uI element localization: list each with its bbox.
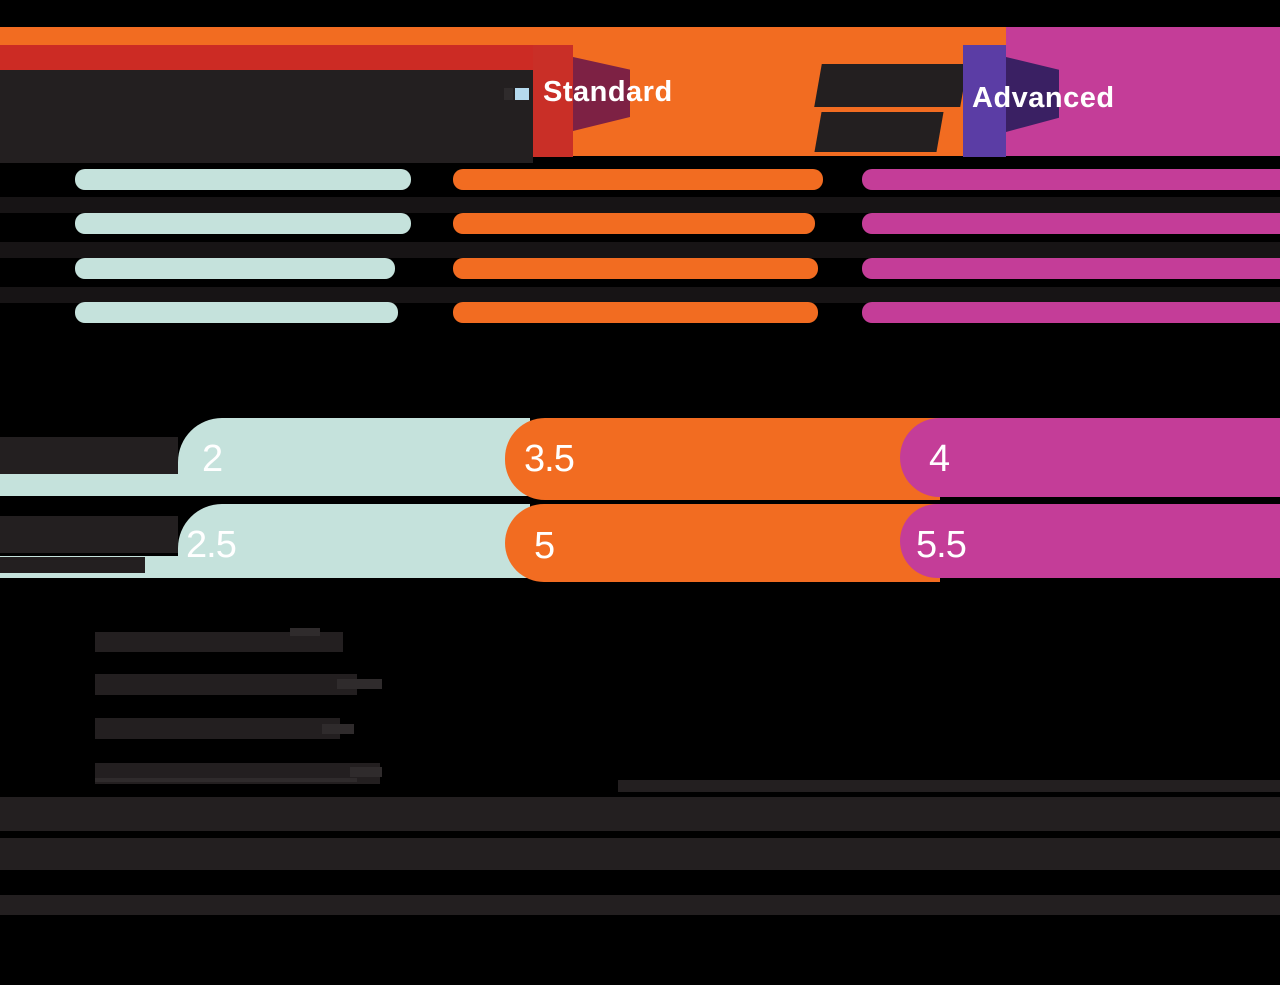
- footnote-4-superscript: [350, 767, 382, 777]
- footnote-3-superscript: [322, 724, 354, 734]
- score-row2-label-band: [0, 516, 178, 553]
- footnote-1-ink: [95, 632, 343, 652]
- bottom-text-band-0: [618, 780, 1280, 792]
- score-row1-orange-value: 3.5: [524, 438, 575, 480]
- score-row1-orange-pill: [505, 418, 940, 500]
- advanced-column-label: Advanced: [972, 82, 1115, 114]
- standard-flag-pole: [533, 45, 573, 157]
- red-header-strip: [0, 45, 533, 70]
- footnote-1-superscript: [290, 628, 320, 636]
- subtitle-ink-line-2: [814, 112, 944, 152]
- skill-bar-orange-3: [453, 258, 818, 279]
- score-row1-magenta-pill: [900, 418, 1280, 497]
- score-row1-label-band: [0, 437, 178, 474]
- score-row1-teal-value: 2: [202, 438, 223, 480]
- score-row2-magenta-pill: [900, 504, 1280, 578]
- skill-bar-teal-3: [75, 258, 395, 279]
- footnote-2-ink: [95, 674, 357, 695]
- skills-ink-row-2: [0, 242, 1280, 258]
- skill-bar-magenta-1: [862, 169, 1280, 190]
- score-row2-orange-pill: [505, 504, 940, 582]
- score-row2-teal-pill: [178, 504, 530, 578]
- title-band: [0, 70, 533, 163]
- skill-bar-orange-2: [453, 213, 815, 234]
- standard-flag-banner: [573, 57, 630, 131]
- legend-blue-swatch: [515, 88, 529, 100]
- score-row2-magenta-value: 5.5: [916, 524, 967, 566]
- skill-bar-orange-4: [453, 302, 818, 323]
- advanced-flag-pole: [963, 45, 1006, 157]
- skill-bar-teal-2: [75, 213, 411, 234]
- skill-bar-teal-1: [75, 169, 411, 190]
- bottom-text-band-2: [0, 838, 1280, 870]
- skill-bar-teal-4: [75, 302, 398, 323]
- score-row2-teal-value: 2.5: [186, 524, 237, 566]
- score-row1-teal-pill: [178, 418, 530, 496]
- skill-bar-magenta-4: [862, 302, 1280, 323]
- footnote-4-underline: [95, 778, 357, 782]
- advanced-flag-banner: [1006, 57, 1059, 132]
- skill-bar-magenta-3: [862, 258, 1280, 279]
- skill-bar-orange-1: [453, 169, 823, 190]
- score-row2-label-band-line2: [0, 557, 145, 573]
- standard-column-label: Standard: [543, 76, 673, 108]
- bottom-text-band-1: [0, 797, 1280, 831]
- bottom-text-band-3: [0, 895, 1280, 915]
- score-row1-magenta-value: 4: [929, 438, 950, 480]
- skills-ink-row-1: [0, 197, 1280, 213]
- score-row2-orange-value: 5: [534, 525, 555, 567]
- skill-bar-magenta-2: [862, 213, 1280, 234]
- subtitle-ink-line-1: [814, 64, 968, 107]
- skills-ink-row-3: [0, 287, 1280, 303]
- footnote-3-ink: [95, 718, 340, 739]
- top-orange-strip-left: [0, 27, 533, 45]
- legend-dark-swatch: [504, 88, 513, 100]
- footnote-2-superscript: [337, 679, 382, 689]
